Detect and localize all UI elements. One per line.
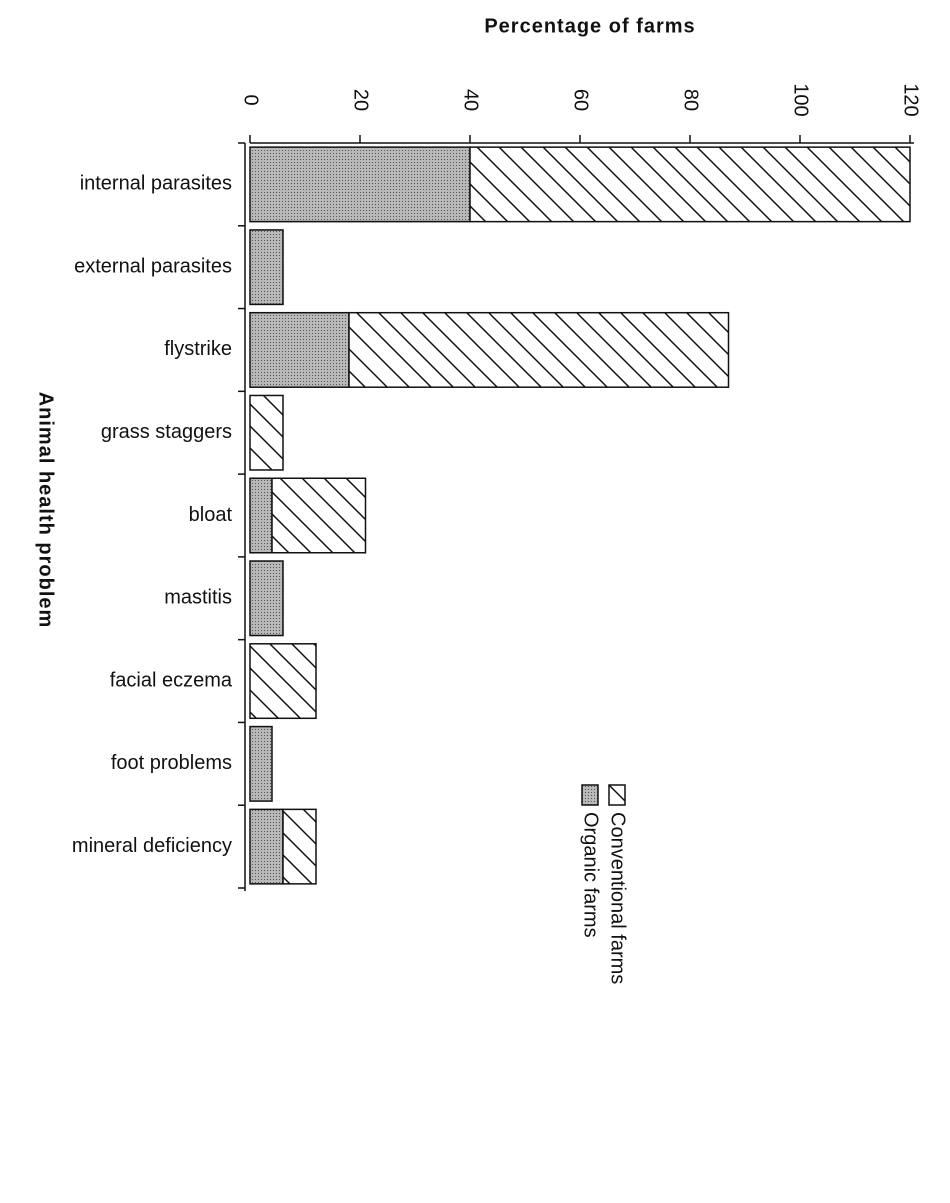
bar-segment — [249, 808, 284, 885]
y-tick-label: flystrike — [164, 338, 232, 360]
x-tick-label: 100 — [790, 83, 812, 116]
legend-swatch — [581, 784, 599, 806]
bar-segment — [249, 725, 273, 802]
x-tick-label: 40 — [460, 89, 482, 111]
y-tick-label: foot problems — [111, 752, 232, 774]
y-tick-label: bloat — [189, 504, 233, 526]
bar-segment — [271, 477, 367, 554]
legend-label: Conventional farms — [607, 812, 629, 984]
bar-segment — [469, 146, 911, 223]
bar-segment — [249, 560, 284, 637]
legend-swatch — [608, 784, 626, 806]
bar-segment — [249, 311, 350, 388]
chart-title: Percentage of farms — [484, 15, 695, 37]
x-tick-label: 80 — [680, 89, 702, 111]
y-tick-label: mineral deficiency — [72, 835, 232, 857]
x-tick-label: 0 — [240, 94, 262, 105]
y-tick-label: internal parasites — [80, 173, 232, 195]
y-tick-label: mastitis — [164, 587, 232, 609]
y-tick-label: grass staggers — [101, 421, 232, 443]
bar-segment — [348, 311, 730, 388]
y-axis-label: Animal health problem — [35, 392, 57, 629]
bar-segment — [249, 477, 273, 554]
y-tick-label: facial eczema — [110, 669, 233, 691]
x-tick-label: 60 — [570, 89, 592, 111]
bar-segment — [249, 394, 284, 471]
bar-segment — [249, 229, 284, 306]
y-tick-label: external parasites — [74, 255, 232, 277]
legend-label: Organic farms — [580, 812, 602, 938]
bar-segment — [282, 808, 317, 885]
x-tick-label: 20 — [350, 89, 372, 111]
x-tick-label: 120 — [900, 83, 922, 116]
bar-segment — [249, 146, 471, 223]
bar-segment — [249, 643, 317, 720]
